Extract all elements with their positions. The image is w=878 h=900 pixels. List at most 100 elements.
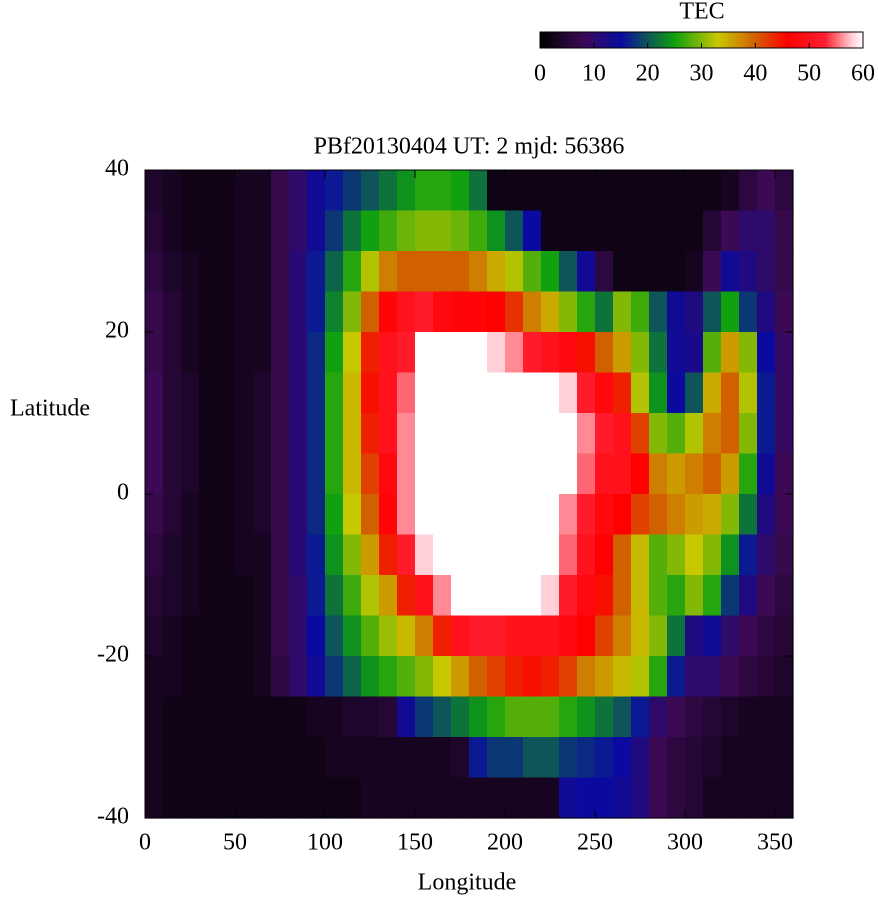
heatmap-cell (181, 737, 200, 779)
heatmap-cell (685, 494, 704, 536)
heatmap-cell (775, 777, 794, 819)
heatmap-cell (199, 534, 218, 576)
heatmap-cell (739, 575, 758, 617)
heatmap-cell (415, 413, 434, 455)
heatmap-cell (325, 170, 344, 212)
heatmap-cell (271, 777, 290, 819)
heatmap-cell (649, 737, 668, 779)
heatmap-cell (181, 534, 200, 576)
heatmap-cell (595, 656, 614, 698)
heatmap-cell (631, 413, 650, 455)
heatmap-cell (145, 777, 164, 819)
heatmap-cell (631, 251, 650, 293)
heatmap-cell (433, 737, 452, 779)
heatmap-cell (685, 210, 704, 252)
heatmap-cell (703, 170, 722, 212)
heatmap-cell (775, 615, 794, 657)
heatmap-cell (163, 170, 182, 212)
heatmap-cell (559, 534, 578, 576)
heatmap-cell (523, 696, 542, 738)
colorbar-tick-label: 0 (534, 61, 546, 87)
heatmap-cell (685, 453, 704, 495)
heatmap-cell (343, 210, 362, 252)
heatmap-cell (145, 737, 164, 779)
heatmap-cell (433, 251, 452, 293)
heatmap-cell (397, 332, 416, 374)
heatmap-cell (577, 372, 596, 414)
heatmap-cell (145, 170, 164, 212)
heatmap-cell (163, 210, 182, 252)
heatmap-cell (487, 737, 506, 779)
heatmap-cell (613, 737, 632, 779)
heatmap-cell (757, 534, 776, 576)
heatmap-cell (775, 737, 794, 779)
heatmap-cell (487, 372, 506, 414)
heatmap-cell (757, 332, 776, 374)
heatmap-cell (289, 656, 308, 698)
heatmap-cell (343, 291, 362, 333)
heatmap-cell (595, 737, 614, 779)
heatmap-cell (469, 251, 488, 293)
heatmap-cell (325, 777, 344, 819)
heatmap-cell (757, 615, 776, 657)
heatmap-cell (469, 737, 488, 779)
heatmap-cell (451, 696, 470, 738)
heatmap-cell (433, 413, 452, 455)
heatmap-cell (775, 494, 794, 536)
heatmap-cell (181, 494, 200, 536)
heatmap-cell (739, 737, 758, 779)
heatmap-cell (739, 210, 758, 252)
heatmap-cell (577, 777, 596, 819)
heatmap-cell (253, 696, 272, 738)
x-tick-label: 350 (757, 830, 793, 856)
heatmap-cell (667, 615, 686, 657)
heatmap-cell (325, 737, 344, 779)
heatmap-cell (253, 372, 272, 414)
heatmap-cell (235, 615, 254, 657)
heatmap-cell (649, 332, 668, 374)
heatmap-cell (667, 696, 686, 738)
heatmap-cell (577, 696, 596, 738)
heatmap-cell (307, 291, 326, 333)
x-tick-label: 150 (397, 830, 433, 856)
heatmap-cell (361, 777, 380, 819)
y-tick-label: -20 (97, 642, 129, 668)
heatmap-cell (631, 170, 650, 212)
heatmap-cell (667, 737, 686, 779)
heatmap-cell (397, 413, 416, 455)
heatmap-cell (271, 372, 290, 414)
heatmap-cell (145, 696, 164, 738)
heatmap-cell (505, 453, 524, 495)
heatmap-cell (415, 656, 434, 698)
heatmap-cell (667, 656, 686, 698)
heatmap-cell (415, 453, 434, 495)
heatmap-cell (613, 575, 632, 617)
heatmap-cell (613, 251, 632, 293)
heatmap-cell (325, 494, 344, 536)
heatmap-cell (631, 453, 650, 495)
heatmap-cell (577, 656, 596, 698)
heatmap-cell (343, 453, 362, 495)
heatmap-cell (271, 737, 290, 779)
heatmap-cell (199, 575, 218, 617)
heatmap-cell (649, 494, 668, 536)
heatmap-cell (559, 413, 578, 455)
heatmap-cell (757, 494, 776, 536)
heatmap-cell (325, 210, 344, 252)
heatmap-cell (451, 413, 470, 455)
heatmap-cell (181, 372, 200, 414)
heatmap-cell (415, 494, 434, 536)
heatmap-cell (739, 332, 758, 374)
heatmap-cell (217, 777, 236, 819)
heatmap-cell (649, 575, 668, 617)
heatmap-cell (451, 170, 470, 212)
heatmap-cell (595, 413, 614, 455)
heatmap-cell (217, 453, 236, 495)
heatmap-cell (145, 332, 164, 374)
heatmap-cell (667, 453, 686, 495)
heatmap-cell (739, 615, 758, 657)
heatmap-cell (505, 170, 524, 212)
heatmap-cell (145, 413, 164, 455)
heatmap-cell (685, 656, 704, 698)
heatmap-cell (775, 332, 794, 374)
